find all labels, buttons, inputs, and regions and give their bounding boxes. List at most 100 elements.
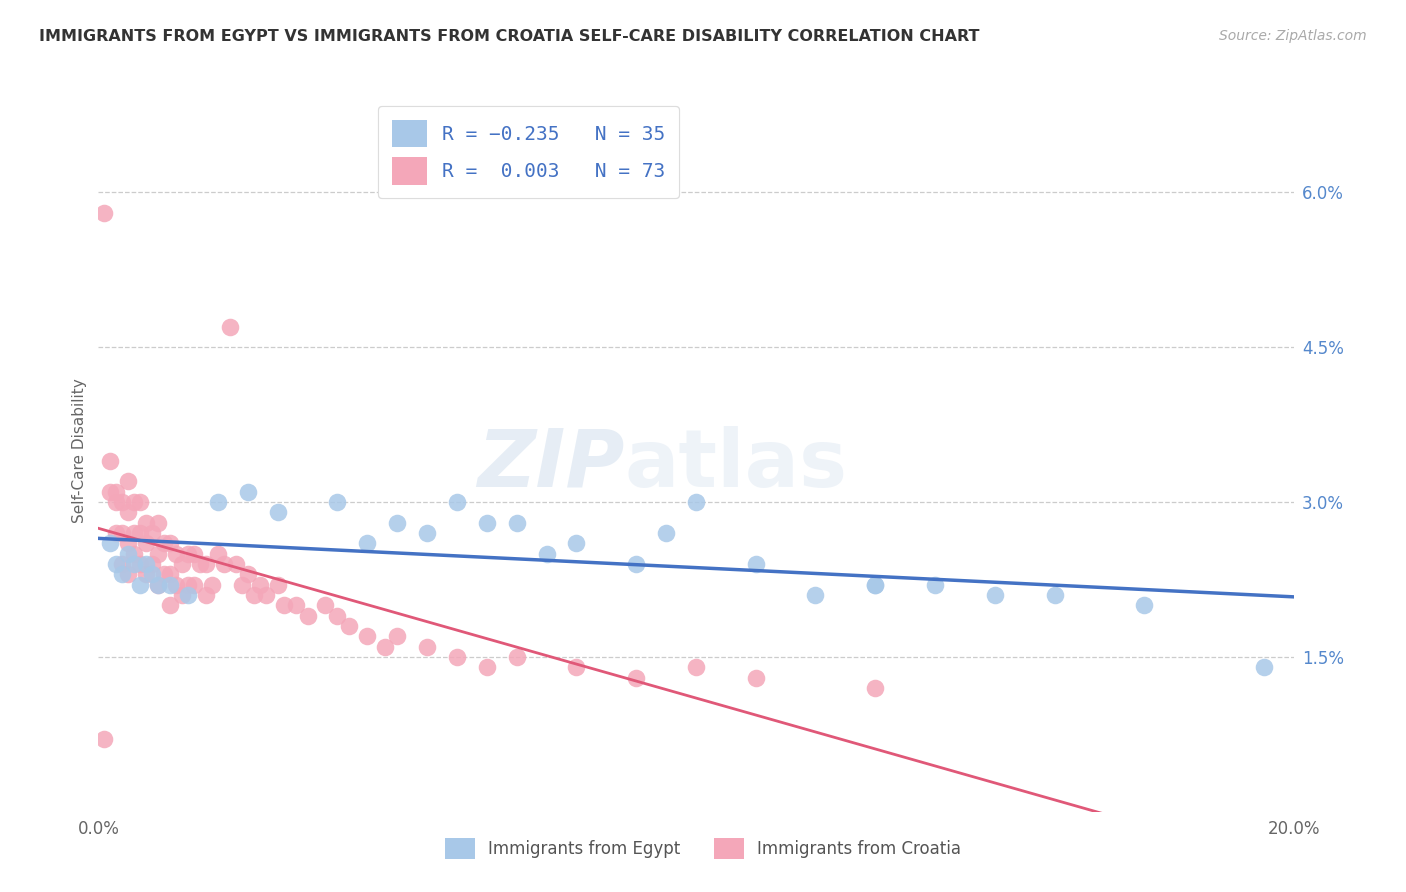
Point	[249, 577, 271, 591]
Point	[195, 557, 218, 571]
Point	[159, 577, 181, 591]
Text: atlas: atlas	[624, 425, 848, 504]
Point	[475, 516, 498, 530]
Point	[685, 660, 707, 674]
Point	[98, 536, 122, 550]
Point	[385, 629, 409, 643]
Point	[183, 547, 205, 561]
Point	[339, 619, 361, 633]
Point	[159, 567, 181, 582]
Point	[148, 547, 170, 561]
Point	[93, 206, 115, 220]
Point	[236, 484, 259, 499]
Point	[284, 599, 307, 613]
Point	[105, 557, 128, 571]
Point	[745, 557, 768, 571]
Point	[183, 577, 205, 591]
Point	[117, 547, 139, 561]
Point	[172, 588, 194, 602]
Point	[148, 577, 170, 591]
Point	[356, 536, 378, 550]
Point	[135, 567, 157, 582]
Point	[148, 577, 170, 591]
Point	[177, 547, 200, 561]
Point	[297, 608, 319, 623]
Point	[267, 577, 290, 591]
Point	[135, 536, 157, 550]
Point	[207, 547, 229, 561]
Point	[326, 495, 349, 509]
Point	[273, 599, 295, 613]
Point	[165, 577, 187, 591]
Point	[117, 567, 139, 582]
Legend: Immigrants from Egypt, Immigrants from Croatia: Immigrants from Egypt, Immigrants from C…	[436, 830, 970, 868]
Point	[236, 567, 259, 582]
Point	[124, 495, 146, 509]
Point	[129, 577, 152, 591]
Point	[685, 495, 707, 509]
Point	[416, 526, 439, 541]
Point	[111, 495, 134, 509]
Text: IMMIGRANTS FROM EGYPT VS IMMIGRANTS FROM CROATIA SELF-CARE DISABILITY CORRELATIO: IMMIGRANTS FROM EGYPT VS IMMIGRANTS FROM…	[39, 29, 980, 44]
Point	[172, 557, 194, 571]
Point	[655, 526, 678, 541]
Point	[225, 557, 247, 571]
Point	[195, 588, 218, 602]
Point	[124, 547, 146, 561]
Point	[124, 526, 146, 541]
Point	[416, 640, 439, 654]
Point	[536, 547, 558, 561]
Point	[356, 629, 378, 643]
Point	[148, 516, 170, 530]
Point	[105, 526, 128, 541]
Point	[446, 649, 468, 664]
Point	[385, 516, 409, 530]
Point	[129, 495, 152, 509]
Point	[745, 671, 768, 685]
Point	[111, 567, 134, 582]
Point	[924, 577, 946, 591]
Point	[1043, 588, 1066, 602]
Point	[129, 526, 152, 541]
Point	[1133, 599, 1156, 613]
Point	[111, 526, 134, 541]
Point	[188, 557, 211, 571]
Point	[165, 547, 187, 561]
Point	[254, 588, 277, 602]
Point	[326, 608, 349, 623]
Y-axis label: Self-Care Disability: Self-Care Disability	[72, 378, 87, 523]
Point	[135, 516, 157, 530]
Point	[153, 567, 176, 582]
Point	[159, 536, 181, 550]
Text: ZIP: ZIP	[477, 425, 624, 504]
Point	[105, 484, 128, 499]
Point	[506, 516, 529, 530]
Point	[141, 567, 163, 582]
Point	[804, 588, 827, 602]
Point	[565, 536, 588, 550]
Point	[1253, 660, 1275, 674]
Point	[111, 557, 134, 571]
Point	[506, 649, 529, 664]
Point	[219, 319, 242, 334]
Point	[565, 660, 588, 674]
Point	[159, 599, 181, 613]
Point	[117, 475, 139, 489]
Point	[141, 526, 163, 541]
Point	[475, 660, 498, 674]
Point	[212, 557, 235, 571]
Point	[865, 681, 887, 695]
Point	[231, 577, 253, 591]
Point	[207, 495, 229, 509]
Point	[117, 505, 139, 519]
Point	[98, 454, 122, 468]
Point	[117, 536, 139, 550]
Point	[153, 536, 176, 550]
Point	[93, 732, 115, 747]
Point	[446, 495, 468, 509]
Point	[626, 557, 648, 571]
Point	[177, 577, 200, 591]
Point	[374, 640, 396, 654]
Point	[626, 671, 648, 685]
Point	[865, 577, 887, 591]
